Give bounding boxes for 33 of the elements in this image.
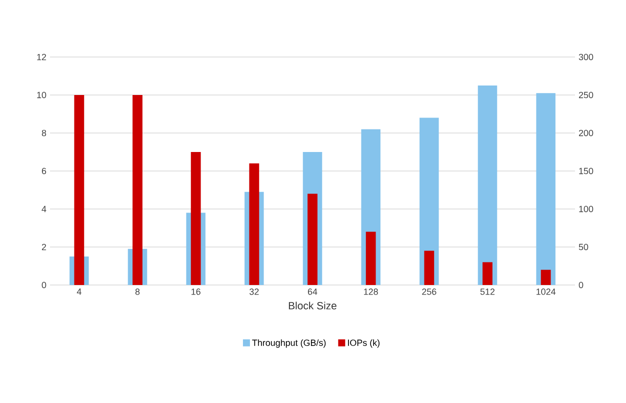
y-tick-label: 10 [37,92,46,98]
x-tick-label: 32 [250,288,259,295]
y-tick-label: 4 [42,206,46,212]
bar [308,194,318,285]
x-tick-label: 1024 [536,288,556,295]
legend-label: Throughput (GB/s) [252,339,326,348]
x-tick-label: 64 [308,288,318,295]
x-tick-label: 512 [480,288,495,295]
x-axis-title: Block Size [288,302,336,310]
y-tick-label: 6 [42,168,46,174]
x-tick-label: 16 [192,288,200,295]
y-tick-label: 2 [42,244,46,250]
y-tick-label: 8 [42,130,46,136]
bar [540,270,551,285]
bar [478,85,498,285]
y2-tick-label: 300 [578,54,594,60]
y2-tick-label: 150 [579,168,594,174]
x-tick-label: 256 [422,288,436,295]
y2-tick-label: 50 [578,244,588,250]
bar [366,232,376,285]
bar [536,93,556,285]
bar [482,262,492,285]
y-tick-label: 12 [37,54,46,60]
x-tick-label: 8 [135,288,140,295]
y2-tick-label: 100 [579,206,594,212]
bar [424,250,434,285]
legend-label: IOPs (k) [348,339,380,348]
x-tick-label: 4 [76,288,82,295]
y2-tick-label: 250 [578,92,594,98]
y2-tick-label: 200 [578,130,594,136]
x-tick-label: 128 [364,288,378,295]
y-tick-label: 0 [42,282,46,288]
y2-tick-label: 0 [578,282,584,288]
